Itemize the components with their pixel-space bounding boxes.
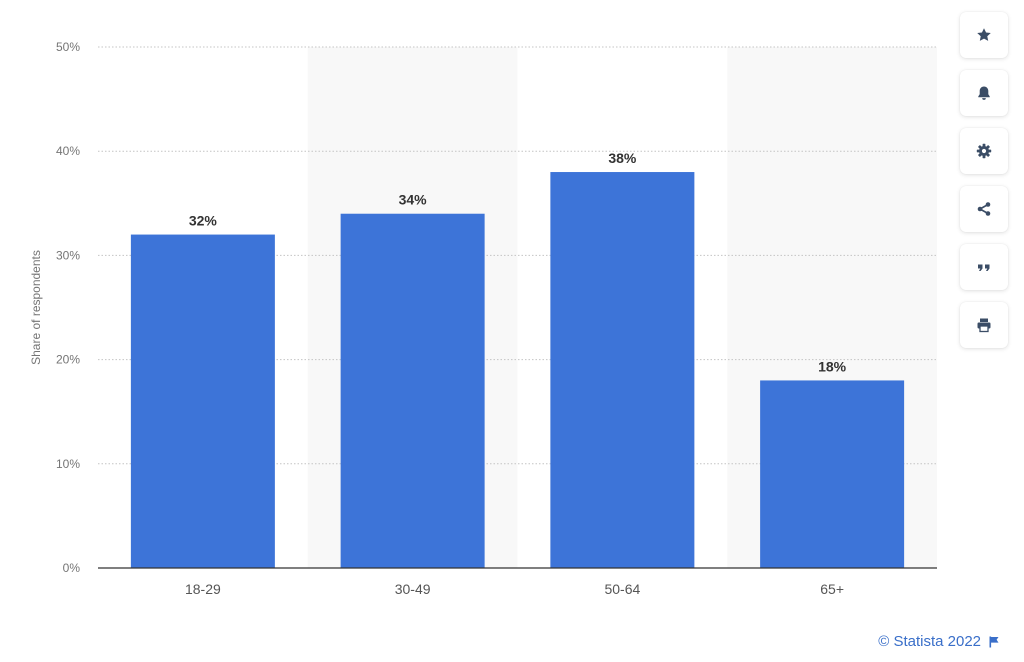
notification-button[interactable] <box>960 70 1008 116</box>
y-tick-label: 30% <box>56 248 80 262</box>
favorite-button[interactable] <box>960 12 1008 58</box>
printer-icon <box>977 318 991 333</box>
gear-icon <box>976 143 992 159</box>
share-button[interactable] <box>960 186 1008 232</box>
cite-button[interactable] <box>960 244 1008 290</box>
data-label: 34% <box>399 192 428 208</box>
bar-chart: 0% 10% 20% 30% 40% 50% Share of respondents 32%… <box>29 40 937 597</box>
x-tick-label: 30-49 <box>395 581 431 597</box>
bar <box>550 172 695 569</box>
y-tick-label: 10% <box>56 457 80 471</box>
data-label: 38% <box>608 150 637 166</box>
bar <box>340 213 485 568</box>
bell-icon <box>978 86 990 100</box>
y-tick-label: 0% <box>63 561 81 575</box>
x-tick-label: 18-29 <box>185 581 221 597</box>
bar <box>760 380 905 568</box>
bar <box>130 234 275 568</box>
quote-icon <box>978 264 990 271</box>
share-icon <box>977 202 991 216</box>
statista-credit-link[interactable]: © Statista 2022 <box>878 633 981 650</box>
credit: © Statista 2022 <box>878 633 1000 650</box>
y-tick-label: 40% <box>56 144 80 158</box>
x-tick-label: 50-64 <box>604 581 640 597</box>
print-button[interactable] <box>960 302 1008 348</box>
y-tick-label: 50% <box>56 40 80 54</box>
y-axis-title: Share of respondents <box>29 250 43 365</box>
star-icon <box>977 28 991 41</box>
data-label: 32% <box>189 213 218 229</box>
side-toolbar <box>960 12 1008 360</box>
y-tick-label: 20% <box>56 353 80 367</box>
settings-button[interactable] <box>960 128 1008 174</box>
data-label: 18% <box>818 358 847 374</box>
x-tick-label: 65+ <box>820 581 844 597</box>
flag-icon[interactable] <box>989 636 1000 648</box>
